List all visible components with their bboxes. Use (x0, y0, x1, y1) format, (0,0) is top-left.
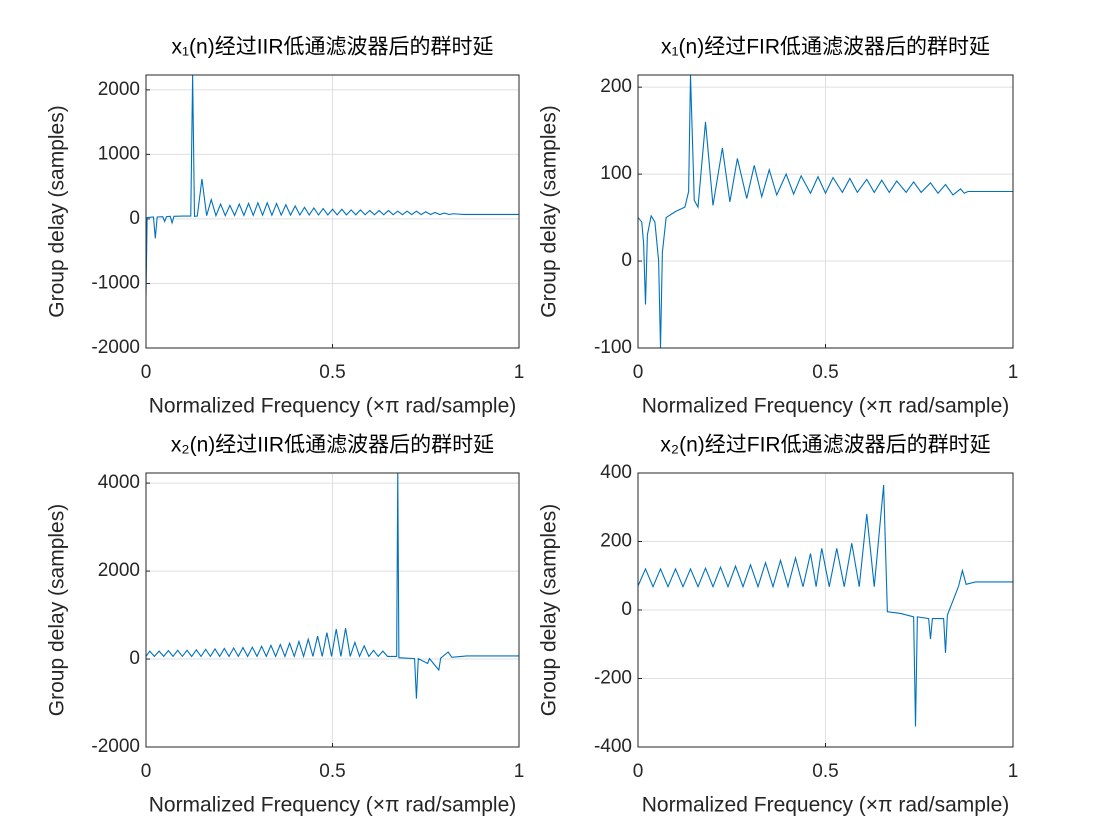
y-axis-label: Group delay (samples) (46, 105, 69, 317)
subplot: 0 0.5 1-2000020004000x₂(n)经过IIR低通滤波器后的群时延N… (46, 434, 525, 817)
data-line (638, 484, 1013, 727)
y-axis-label: Group delay (samples) (46, 504, 69, 716)
y-tick-label: 1000 (98, 143, 140, 164)
y-tick-label: 400 (600, 462, 632, 483)
y-tick-label: -200 (594, 668, 632, 689)
x-tick-label: 0.5 (319, 362, 345, 383)
x-tick-label: 1 (1008, 761, 1019, 782)
x-tick-label: 0.5 (812, 761, 838, 782)
y-tick-label: -2000 (91, 337, 140, 358)
y-tick-label: 100 (600, 163, 632, 184)
y-tick-label: -400 (594, 736, 632, 757)
data-line (146, 473, 519, 699)
x-tick-label: 1 (514, 761, 525, 782)
y-tick-label: 200 (600, 531, 632, 552)
y-tick-label: -1000 (91, 272, 140, 293)
x-tick-label: 0.5 (812, 362, 838, 383)
chart-title: x₁(n)经过FIR低通滤波器后的群时延 (661, 36, 990, 59)
x-tick-label: 0 (633, 362, 644, 383)
y-tick-label: -2000 (91, 736, 140, 757)
x-tick-label: 1 (514, 362, 525, 383)
y-tick-label: 200 (600, 76, 632, 97)
axes-box (145, 74, 520, 349)
y-tick-label: 4000 (98, 472, 140, 493)
data-line (146, 75, 519, 297)
subplot: 0 0.5 1 -2000 -1000 0 1000 2000 x₁(n)经过IIR低通滤波器后… (46, 36, 525, 418)
subplot: 0 0.5 1-1000100200x₁(n)经过FIR低通滤波器后的群时延Norm… (538, 36, 1019, 418)
y-tick-label: 0 (129, 208, 140, 229)
chart-title: x₂(n)经过FIR低通滤波器后的群时延 (660, 434, 990, 457)
y-axis-label: Group delay (samples) (538, 105, 561, 317)
data-line (638, 75, 1013, 348)
chart-title: x₁(n)经过IIR低通滤波器后的群时延 (171, 36, 493, 59)
x-axis-label: Normalized Frequency (×π rad/sample) (149, 794, 517, 817)
axes-box (145, 472, 520, 748)
axes-box (637, 472, 1014, 748)
subplot: 0 0.5 1 -400 -200 0 200 400 x₂(n)经过FIR低通滤波器后的群时延… (538, 434, 1019, 817)
x-tick-label: 0.5 (319, 761, 345, 782)
x-tick-label: 0 (633, 761, 644, 782)
y-tick-label: 2000 (98, 560, 140, 581)
y-axis-label: Group delay (samples) (538, 504, 561, 716)
y-tick-label: 0 (621, 599, 632, 620)
y-tick-label: -100 (594, 337, 632, 358)
x-axis-label: Normalized Frequency (×π rad/sample) (642, 794, 1010, 817)
axes-box (637, 74, 1014, 349)
y-tick-label: 0 (621, 250, 632, 271)
x-tick-label: 0 (141, 362, 152, 383)
x-tick-label: 1 (1008, 362, 1019, 383)
y-tick-label: 2000 (98, 79, 140, 100)
x-axis-label: Normalized Frequency (×π rad/sample) (642, 395, 1010, 418)
x-axis-label: Normalized Frequency (×π rad/sample) (149, 395, 517, 418)
chart-title: x₂(n)经过IIR低通滤波器后的群时延 (171, 434, 494, 457)
x-tick-label: 0 (141, 761, 152, 782)
y-tick-label: 0 (129, 648, 140, 669)
